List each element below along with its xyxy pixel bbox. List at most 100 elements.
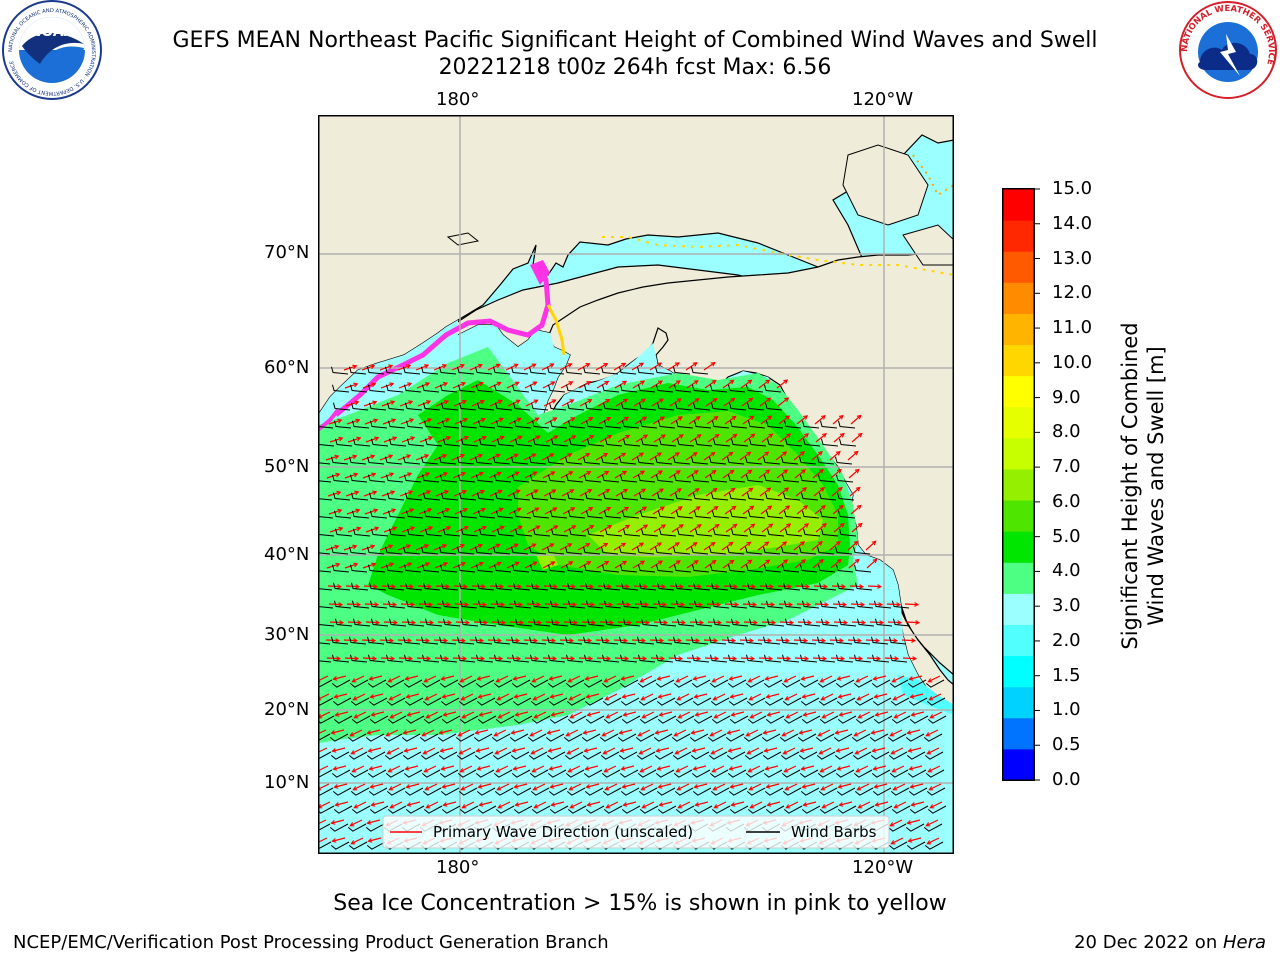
wave-arrow (567, 747, 580, 755)
wave-arrow-head (351, 678, 357, 683)
wave-arrow-head (568, 561, 574, 566)
wind-barb (581, 733, 601, 742)
wave-arrow (651, 488, 664, 497)
wind-barb (333, 420, 352, 429)
wave-arrow-head (514, 561, 520, 566)
lat-label-70n: 70°N (264, 242, 310, 263)
wave-arrow (727, 729, 741, 734)
wind-barb (420, 636, 439, 645)
wind-barb (420, 751, 440, 760)
wave-arrow-head (729, 469, 735, 475)
wave-arrow-head (764, 676, 770, 681)
wind-barb (801, 715, 821, 724)
wave-arrow (440, 747, 454, 752)
wave-arrow-head (817, 732, 823, 737)
wind-barb (639, 510, 658, 519)
wave-arrow-head (478, 381, 484, 387)
wave-arrow (741, 397, 753, 407)
wave-arrow-head (874, 712, 880, 717)
wind-barb (819, 805, 839, 814)
colorbar-segment (1003, 717, 1034, 750)
wave-arrow (837, 765, 851, 770)
wind-barb (782, 787, 802, 796)
wave-arrow-head (350, 840, 356, 845)
wave-arrow (443, 801, 457, 806)
wind-barb (424, 528, 443, 537)
wave-arrow-head (768, 656, 774, 661)
wind-barb (439, 769, 459, 778)
wave-arrow-head (549, 453, 555, 458)
wave-arrow (776, 469, 788, 479)
wave-arrow (778, 505, 790, 515)
wave-arrow (910, 783, 924, 788)
wind-barb (476, 697, 496, 706)
wave-arrow-head (692, 452, 698, 457)
wind-barb (766, 528, 785, 537)
wave-arrow (822, 711, 835, 719)
wave-arrow-head (784, 786, 790, 791)
wave-arrow (424, 765, 437, 773)
wave-arrow-head (840, 656, 846, 661)
wave-arrow-head (497, 399, 503, 405)
wave-arrow-head (478, 561, 484, 567)
wave-arrow-head (804, 433, 810, 438)
wave-arrow-head (498, 656, 504, 661)
wind-barb (330, 456, 349, 465)
wind-barb (332, 697, 352, 706)
wave-arrow-head (499, 435, 505, 441)
wind-barb (565, 769, 585, 778)
wave-arrow-head (909, 694, 915, 699)
wave-arrow (893, 693, 906, 701)
wave-arrow-head (644, 602, 650, 607)
wave-arrow (676, 765, 689, 773)
wind-barb (474, 456, 493, 465)
wave-arrow-head (530, 750, 536, 755)
wave-arrow (786, 711, 799, 719)
wave-arrow-head (783, 768, 789, 773)
wind-barb (514, 618, 533, 627)
wave-arrow-head (389, 472, 395, 477)
wave-arrow-head (818, 451, 823, 456)
wind-barb (567, 600, 586, 609)
wave-arrow-head (907, 838, 913, 843)
wind-barb (853, 769, 873, 778)
wind-barb (439, 564, 458, 573)
wind-barb (763, 564, 782, 573)
wind-barb (438, 636, 457, 645)
wave-arrow (703, 452, 716, 461)
wind-barb (473, 733, 493, 742)
colorbar-tick-label: 0.5 (1052, 734, 1081, 756)
wave-arrow-head (332, 766, 338, 771)
wave-arrow (678, 711, 691, 719)
wind-barb (726, 546, 745, 555)
wave-arrow-head (676, 488, 682, 493)
wave-arrow-head (372, 656, 378, 661)
wave-arrow-head (726, 730, 732, 735)
wave-arrow-head (728, 766, 734, 771)
wave-arrow-head (785, 415, 791, 420)
wave-arrow-head (442, 712, 448, 717)
wave-arrow-head (551, 638, 557, 643)
wave-arrow-head (532, 696, 538, 701)
wave-arrow-head (550, 712, 556, 717)
wind-barb (725, 733, 745, 742)
lat-label-30n: 30°N (264, 624, 310, 645)
wave-arrow (353, 783, 366, 791)
wave-arrow-head (409, 418, 415, 423)
wave-arrow-head (819, 559, 824, 564)
wave-arrow-head (499, 584, 505, 589)
wave-arrow-head (641, 638, 647, 643)
wind-barb (747, 600, 766, 609)
wind-barb (348, 636, 367, 645)
wave-arrow-head (334, 544, 340, 550)
wave-arrow (350, 819, 363, 827)
wave-arrow-head (586, 471, 592, 476)
wave-arrow (775, 451, 787, 461)
wind-barb (727, 654, 746, 663)
wave-band-6-7m-west (536, 553, 558, 570)
wave-arrow (722, 469, 734, 479)
wave-arrow-head (403, 748, 409, 753)
wave-arrow (710, 729, 723, 737)
wave-arrow (814, 505, 826, 515)
wave-arrow-head (654, 730, 660, 735)
